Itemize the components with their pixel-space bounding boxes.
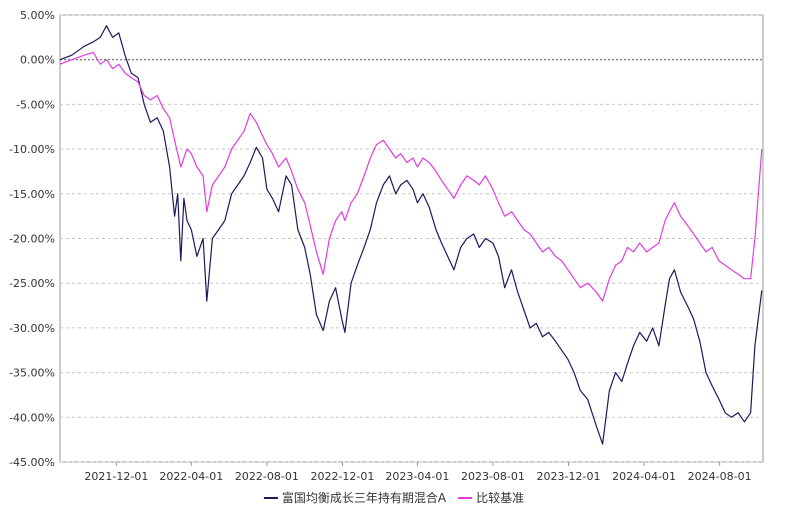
x-tick-label: 2024-04-01 [612, 470, 676, 483]
plot-border [59, 14, 764, 463]
y-tick-label: -5.00% [16, 98, 55, 111]
legend-label: 比较基准 [476, 490, 524, 505]
legend-label: 富国均衡成长三年持有期混合A [282, 490, 447, 505]
y-tick-label: -15.00% [9, 188, 55, 201]
x-tick-label: 2023-04-01 [385, 470, 449, 483]
legend-item-benchmark[interactable]: 比较基准 [458, 490, 524, 505]
x-tick-label: 2022-12-01 [310, 470, 374, 483]
y-tick-label: -20.00% [9, 233, 55, 246]
y-tick-label: -40.00% [9, 411, 55, 424]
y-tick-label: -10.00% [9, 143, 55, 156]
series-line-fund [59, 25, 763, 445]
y-tick-label: -35.00% [9, 367, 55, 380]
series-layer [59, 25, 763, 445]
x-tick-label: 2022-04-01 [159, 470, 223, 483]
y-tick-label: 5.00% [20, 9, 55, 22]
x-tick-label: 2023-08-01 [461, 470, 525, 483]
axis-layer: 5.00% 0.00% -5.00% -10.00% -15.00% -20.00% -25… [9, 9, 752, 483]
x-tick-label: 2024-08-01 [688, 470, 752, 483]
y-tick-label: -30.00% [9, 322, 55, 335]
x-tick-label: 2022-08-01 [235, 470, 299, 483]
grid-layer [59, 14, 764, 463]
y-tick-label: 0.00% [20, 54, 55, 67]
y-tick-label: -25.00% [9, 277, 55, 290]
legend[interactable]: 富国均衡成长三年持有期混合A 比较基准 [263, 490, 524, 505]
series-line-benchmark [59, 51, 763, 302]
y-tick-label: -45.00% [9, 456, 55, 469]
x-tick-label: 2021-12-01 [84, 470, 148, 483]
legend-item-fund[interactable]: 富国均衡成长三年持有期混合A [263, 490, 447, 505]
x-tick-label: 2023-12-01 [537, 470, 601, 483]
